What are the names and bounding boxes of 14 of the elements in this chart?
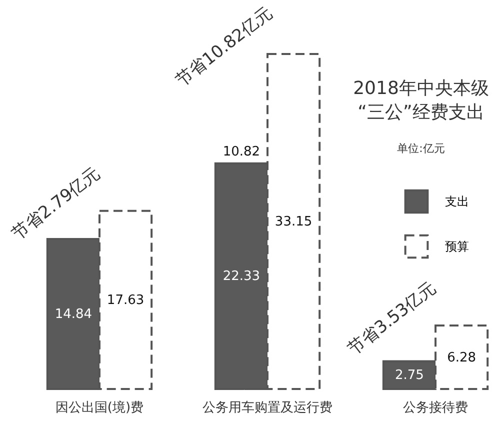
text: 单位:亿元 [397,142,445,155]
text: 2018年中央本级 “三公”经费支出 [353,78,489,123]
data-label: 2.75 [394,368,424,384]
data-label: 14.84 [54,307,92,322]
legend-label: 预算 [445,240,469,254]
data-label: 33.15 [274,214,312,230]
data-label: 6.28 [447,350,476,366]
x-tick-label: 因公出国(境)费 [55,400,144,416]
data-label: 17.63 [106,292,144,308]
annotation: 10.82 [222,144,260,160]
legend-label: 支出 [445,194,469,208]
x-tick-label: 公务用车购置及运行费 [202,400,332,416]
x-tick-label: 公务接待费 [403,400,468,416]
data-label: 22.33 [222,269,260,284]
